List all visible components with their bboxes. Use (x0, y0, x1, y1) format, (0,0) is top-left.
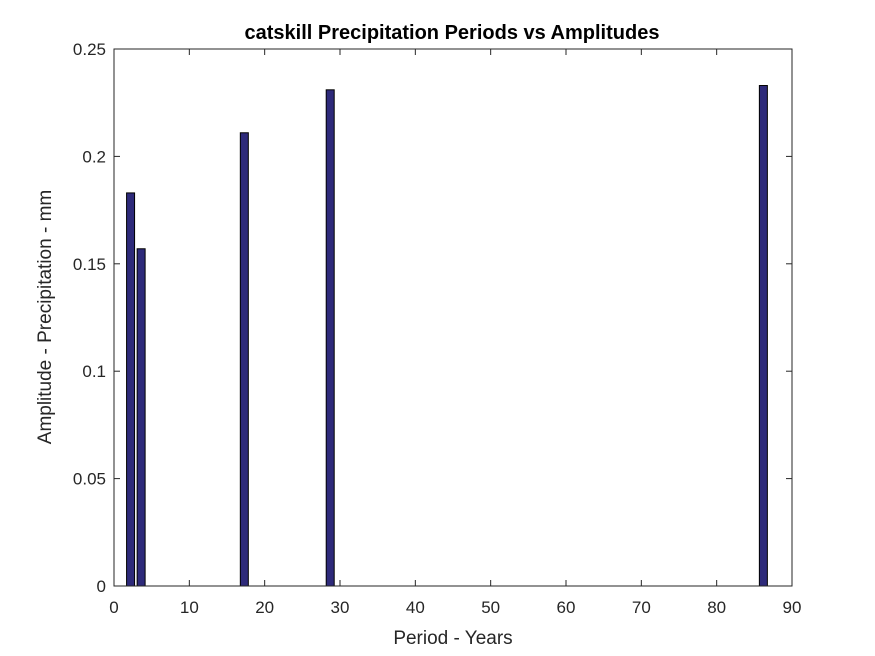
x-tick-label-3: 30 (331, 598, 350, 617)
y-tick-label-2: 0.1 (82, 362, 106, 381)
x-tick-label-7: 70 (632, 598, 651, 617)
y-tick-label-4: 0.2 (82, 147, 106, 166)
bars-group (126, 85, 768, 587)
y-tick-label-0: 0 (97, 577, 106, 596)
x-tick-label-9: 90 (783, 598, 802, 617)
bar-3 (325, 89, 335, 587)
x-tick-label-2: 20 (255, 598, 274, 617)
x-tick-label-1: 10 (180, 598, 199, 617)
bar-4 (758, 85, 768, 587)
bar-2 (239, 132, 249, 587)
axes-box (113, 48, 793, 587)
x-tick-label-5: 50 (481, 598, 500, 617)
x-axis-label: Period - Years (393, 628, 512, 649)
x-axis-ticks: 0 10 20 30 40 50 60 70 80 90 (109, 49, 801, 617)
y-axis-ticks: 0 0.05 0.1 0.15 0.2 0.25 (73, 40, 792, 596)
chart-title: catskill Precipitation Periods vs Amplit… (245, 22, 660, 44)
y-tick-label-1: 0.05 (73, 470, 106, 489)
y-tick-label-3: 0.15 (73, 255, 106, 274)
x-tick-label-8: 80 (707, 598, 726, 617)
x-tick-label-6: 60 (557, 598, 576, 617)
y-axis-label: Amplitude - Precipitation - mm (35, 190, 56, 444)
plot-area (114, 49, 792, 586)
bar-0 (126, 192, 136, 587)
y-tick-label-5: 0.25 (73, 40, 106, 59)
x-tick-label-4: 40 (406, 598, 425, 617)
x-tick-label-0: 0 (109, 598, 118, 617)
bar-1 (136, 248, 146, 587)
